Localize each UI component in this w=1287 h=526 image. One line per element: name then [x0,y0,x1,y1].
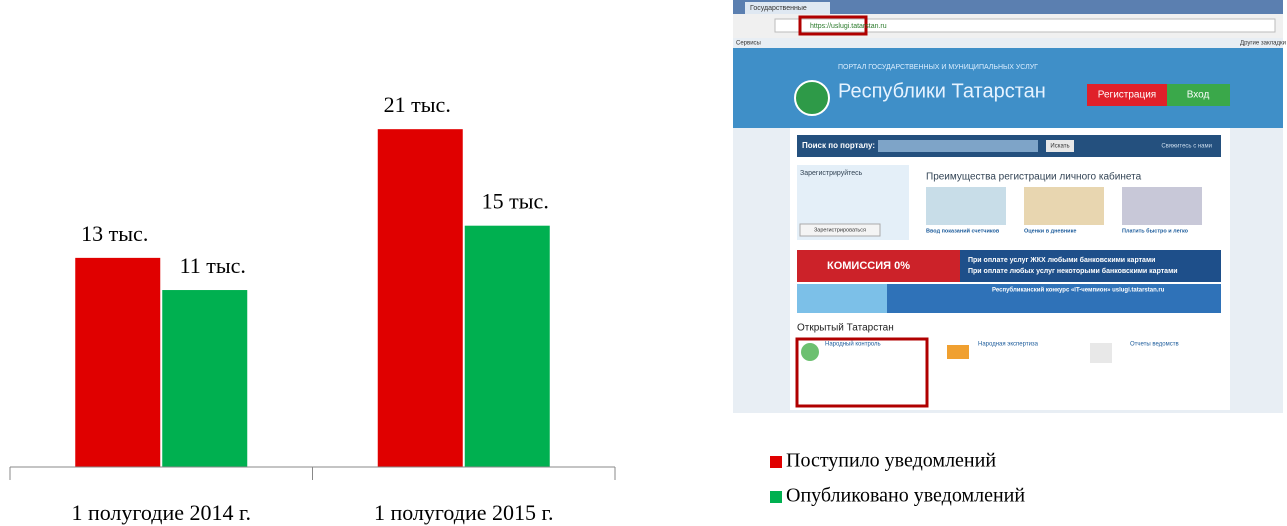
portal-caption: ПОРТАЛ ГОСУДАРСТВЕННЫХ И МУНИЦИПАЛЬНЫХ У… [838,64,1038,71]
benefit: Ввод показаний счетчиков [926,227,1000,234]
data-label: 21 тыс. [384,92,451,117]
item-icon [801,343,819,361]
register-button [1087,84,1167,106]
screenshot: Государственные https://uslugi.tatarstan… [733,0,1286,413]
bar [464,225,550,467]
other-bookmarks: Другие закладки [1240,41,1286,47]
address-bar [774,18,1276,33]
benefit-image [926,187,1006,225]
signup-button-label: Зарегистрироваться [814,227,866,233]
data-label: 11 тыс. [180,253,246,278]
login-button [1167,84,1230,106]
search-button-label: Искать [1050,144,1069,150]
data-label: 15 тыс. [482,189,549,214]
data-label: 13 тыс. [81,221,148,246]
benefits-title: Преимущества регистрации личного кабинет… [926,171,1142,183]
commission: КОМИССИЯ 0% [827,260,910,272]
login-label: Вход [1187,90,1210,101]
open-item: Отчеты ведомств [1130,342,1179,348]
search-input [878,140,1038,152]
tab-title: Государственные [750,5,807,12]
chart: 13 тыс. 11 тыс. 1 полугодие 2014 г. 21 тыс.… [9,92,1025,525]
logo [794,80,830,116]
tab [745,2,830,14]
bar [162,290,248,467]
legend-label: Поступило уведомлений [786,450,996,472]
banner-contest-image [797,284,887,313]
legend-label: Опубликовано уведомлений [786,485,1025,507]
tab-bar [733,0,1283,14]
item-highlight [795,337,929,408]
contact: Свяжитесь с нами [1161,144,1212,150]
bookmarks: Сервисы [736,41,761,47]
x-tick-label: 1 полугодие 2014 г. [71,500,251,525]
x-tick-label: 1 полугодие 2015 г. [374,500,554,525]
item-icon [1090,343,1112,363]
search-label: Поиск по порталу: [802,141,875,150]
banner-commission-right [960,250,1221,282]
benefit: Платить быстро и легко [1122,227,1189,234]
item-icon [947,345,969,359]
address-highlight [798,15,868,36]
benefit: Оценки в дневнике [1024,228,1076,234]
signup-title: Зарегистрируйтесь [800,169,863,177]
banner-line: При оплате любых услуг некоторыми банков… [968,267,1178,275]
open-item: Народный контроль [825,341,881,348]
legend-swatch [770,491,782,503]
open-title: Открытый Татарстан [797,323,894,334]
bar [377,129,463,467]
benefit-image [1024,187,1104,225]
contest: Республиканский конкурс «IT-чемпион» usl… [992,287,1165,294]
open-item: Народная экспертиза [978,342,1039,348]
banner-line: При оплате услуг ЖКХ любыми банковскими … [968,256,1155,264]
register-label: Регистрация [1098,90,1156,101]
bar [75,257,161,467]
legend-swatch [770,456,782,468]
portal-name: Республики Татарстан [838,80,1046,102]
address: https://uslugi.tatarstan.ru [810,23,887,30]
benefit-image [1122,187,1202,225]
search-button [1046,140,1074,152]
signup-button [799,223,881,237]
